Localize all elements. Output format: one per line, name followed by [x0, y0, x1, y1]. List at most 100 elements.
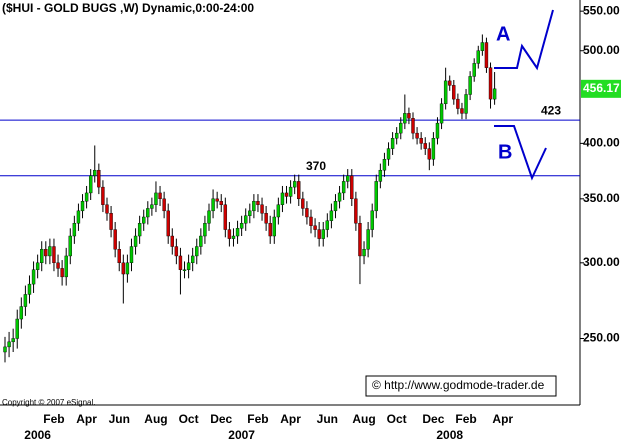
year-label: 2008 — [436, 428, 463, 441]
candle-body — [264, 213, 268, 224]
candle-body — [443, 80, 448, 105]
candle-body — [370, 210, 374, 230]
candle-body — [362, 248, 366, 257]
candle-body — [337, 192, 342, 202]
x-tick-label: Apr — [280, 412, 301, 426]
candle-body — [68, 235, 72, 257]
candle-body — [125, 262, 130, 275]
candle-body — [23, 294, 28, 307]
candle-body — [158, 192, 162, 200]
x-tick-label: Feb — [455, 412, 476, 426]
annotation-a: A — [496, 23, 510, 45]
candle-body — [452, 85, 456, 100]
candle-body — [121, 262, 126, 275]
candle-body — [484, 42, 489, 68]
candle-body — [211, 198, 215, 212]
candle-body — [195, 246, 199, 257]
candle-body — [113, 229, 117, 250]
x-tick-label: Dec — [210, 412, 232, 426]
last-price-box — [581, 79, 621, 98]
candle-body — [40, 248, 44, 264]
y-tick-label: 550.00 — [583, 3, 620, 17]
scenario-b-path — [494, 125, 547, 181]
candle-body — [419, 138, 423, 144]
candle-body — [480, 42, 485, 51]
candle-body — [280, 192, 285, 205]
candle-body — [137, 223, 142, 237]
candle-body — [309, 216, 313, 226]
candle-body — [52, 246, 56, 264]
x-tick-label: Jun — [109, 412, 130, 426]
candle-body — [378, 169, 383, 182]
candle-body — [313, 225, 317, 230]
y-tick-label: 500.00 — [583, 43, 620, 57]
candle-body — [186, 262, 191, 270]
candle-body — [170, 235, 174, 247]
candle-body — [386, 148, 391, 160]
candle-body — [166, 210, 170, 237]
x-tick-label: Dec — [422, 412, 444, 426]
candle-body — [415, 132, 419, 139]
candle-body — [472, 63, 476, 77]
candle-body — [374, 181, 378, 212]
candle-body — [276, 204, 281, 218]
candle-body — [97, 169, 101, 188]
candle-body — [44, 248, 48, 257]
x-tick-label: Aug — [144, 412, 167, 426]
candle-body — [35, 262, 40, 270]
candle-body — [207, 210, 211, 224]
candle-body — [260, 204, 264, 214]
candle-body — [182, 269, 187, 271]
y-tick-label: 350.00 — [583, 191, 620, 205]
candle-body — [84, 192, 89, 202]
candle-body — [88, 175, 93, 194]
year-label: 2006 — [24, 428, 51, 441]
candle-body — [199, 235, 203, 247]
candle-body — [56, 262, 60, 269]
candle-body — [72, 223, 77, 237]
candle-body — [252, 200, 256, 212]
candle-body — [227, 229, 232, 239]
candle-body — [492, 88, 497, 100]
scenario-a-path — [494, 9, 554, 71]
candle-body — [468, 76, 472, 95]
candle-body — [142, 216, 146, 224]
candle-body — [382, 159, 387, 171]
candle-body — [15, 318, 19, 339]
candle-body — [399, 122, 403, 134]
candle-body — [64, 255, 68, 278]
candle-body — [48, 246, 52, 257]
last-price-label: 456.17 — [583, 81, 620, 95]
candle-body — [239, 223, 244, 229]
candle-body — [231, 235, 236, 239]
candle-body — [427, 148, 432, 160]
candle-body — [464, 94, 468, 114]
candle-body — [133, 235, 138, 247]
candle-body — [162, 198, 166, 212]
candle-body — [146, 208, 150, 218]
x-tick-label: Apr — [492, 412, 513, 426]
annotation-b: B — [498, 141, 512, 163]
candle-body — [80, 200, 85, 212]
candle-body — [27, 283, 32, 295]
candle-body — [292, 181, 297, 188]
candle-body — [223, 204, 228, 230]
x-tick-label: Aug — [352, 412, 375, 426]
candle-body — [366, 229, 370, 250]
candle-body — [297, 181, 301, 200]
y-tick-label: 250.00 — [583, 331, 620, 345]
candle-body — [329, 210, 334, 221]
candle-body — [215, 198, 219, 202]
candle-body — [203, 223, 207, 237]
candle-body — [321, 229, 325, 239]
candle-body — [235, 228, 240, 237]
candle-body — [460, 108, 464, 114]
level-label: 423 — [541, 103, 561, 117]
candle-body — [76, 210, 81, 224]
candle-body — [248, 210, 252, 216]
candle-body — [7, 341, 11, 348]
x-tick-label: Jun — [317, 412, 338, 426]
candle-body — [105, 204, 109, 214]
candle-body — [325, 220, 330, 230]
candle-body — [31, 269, 36, 285]
